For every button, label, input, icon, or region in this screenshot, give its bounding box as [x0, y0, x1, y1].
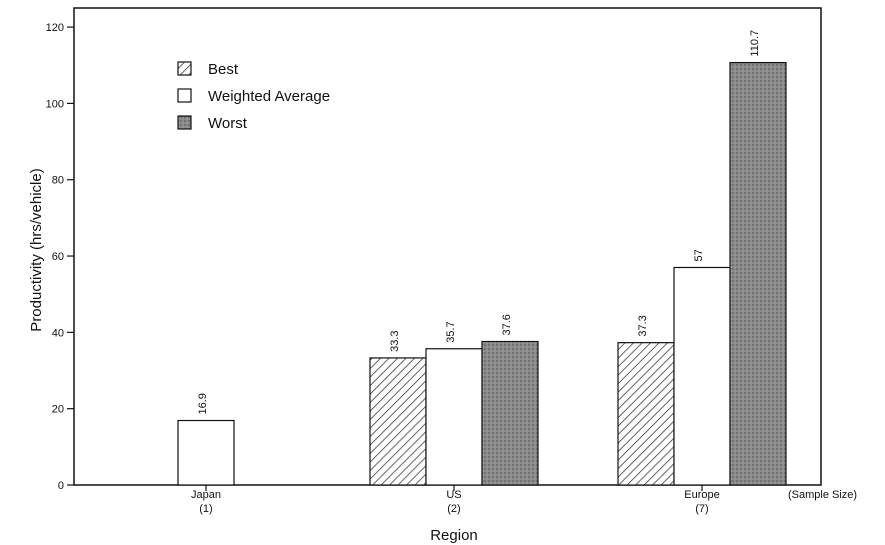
legend-label-weighted-average: Weighted Average [208, 88, 330, 105]
data-label-weighted-average-us: 35.7 [445, 321, 457, 342]
bar-worst-us [481, 340, 539, 486]
y-tick-label: 0 [58, 480, 64, 492]
bar-best-europe [617, 342, 675, 486]
bar-group [177, 61, 787, 486]
y-tick-label: 120 [46, 22, 64, 34]
bar-best-us [369, 357, 427, 486]
sample-size-label: (Sample Size) [788, 489, 857, 501]
y-tick-label: 80 [52, 175, 64, 187]
y-tick-label: 20 [52, 404, 64, 416]
sample-size-japan: (1) [199, 503, 212, 515]
legend-swatch-worst [177, 115, 192, 130]
x-tick-label-japan: Japan [191, 489, 221, 501]
data-label-worst-europe: 110.7 [749, 30, 761, 57]
legend: Best Weighted Average Worst [177, 61, 330, 132]
y-tick-label: 40 [52, 327, 64, 339]
bar-weighted-average-europe [673, 266, 731, 486]
data-label-worst-us: 37.6 [501, 314, 513, 335]
data-label-weighted-average-europe: 57 [693, 249, 705, 261]
bar-weighted-average-japan [177, 419, 235, 486]
data-label-best-europe: 37.3 [637, 315, 649, 336]
x-tick-label-europe: Europe [684, 489, 719, 501]
data-label-best-us: 33.3 [389, 331, 401, 352]
legend-swatch-best [177, 61, 192, 76]
legend-label-best: Best [208, 61, 239, 78]
value-label-group: 16.9 33.3 35.7 37.6 37.3 57 110.7 [197, 30, 761, 415]
bar-worst-europe [729, 61, 787, 486]
legend-swatch-weighted-average [177, 88, 192, 103]
y-tick-label: 60 [52, 251, 64, 263]
sample-size-europe: (7) [695, 503, 708, 515]
x-axis-categories: Japan (1) US (2) Europe (7) [191, 485, 720, 515]
sample-size-us: (2) [447, 503, 460, 515]
x-axis-label: Region [430, 527, 478, 544]
x-tick-label-us: US [446, 489, 461, 501]
legend-label-worst: Worst [208, 115, 248, 132]
y-axis: 0 20 40 60 80 100 120 [46, 22, 74, 492]
y-axis-label: Productivity (hrs/vehicle) [28, 168, 45, 331]
y-tick-label: 100 [46, 98, 64, 110]
bar-weighted-average-us [425, 348, 483, 486]
data-label-weighted-average-japan: 16.9 [197, 393, 209, 414]
